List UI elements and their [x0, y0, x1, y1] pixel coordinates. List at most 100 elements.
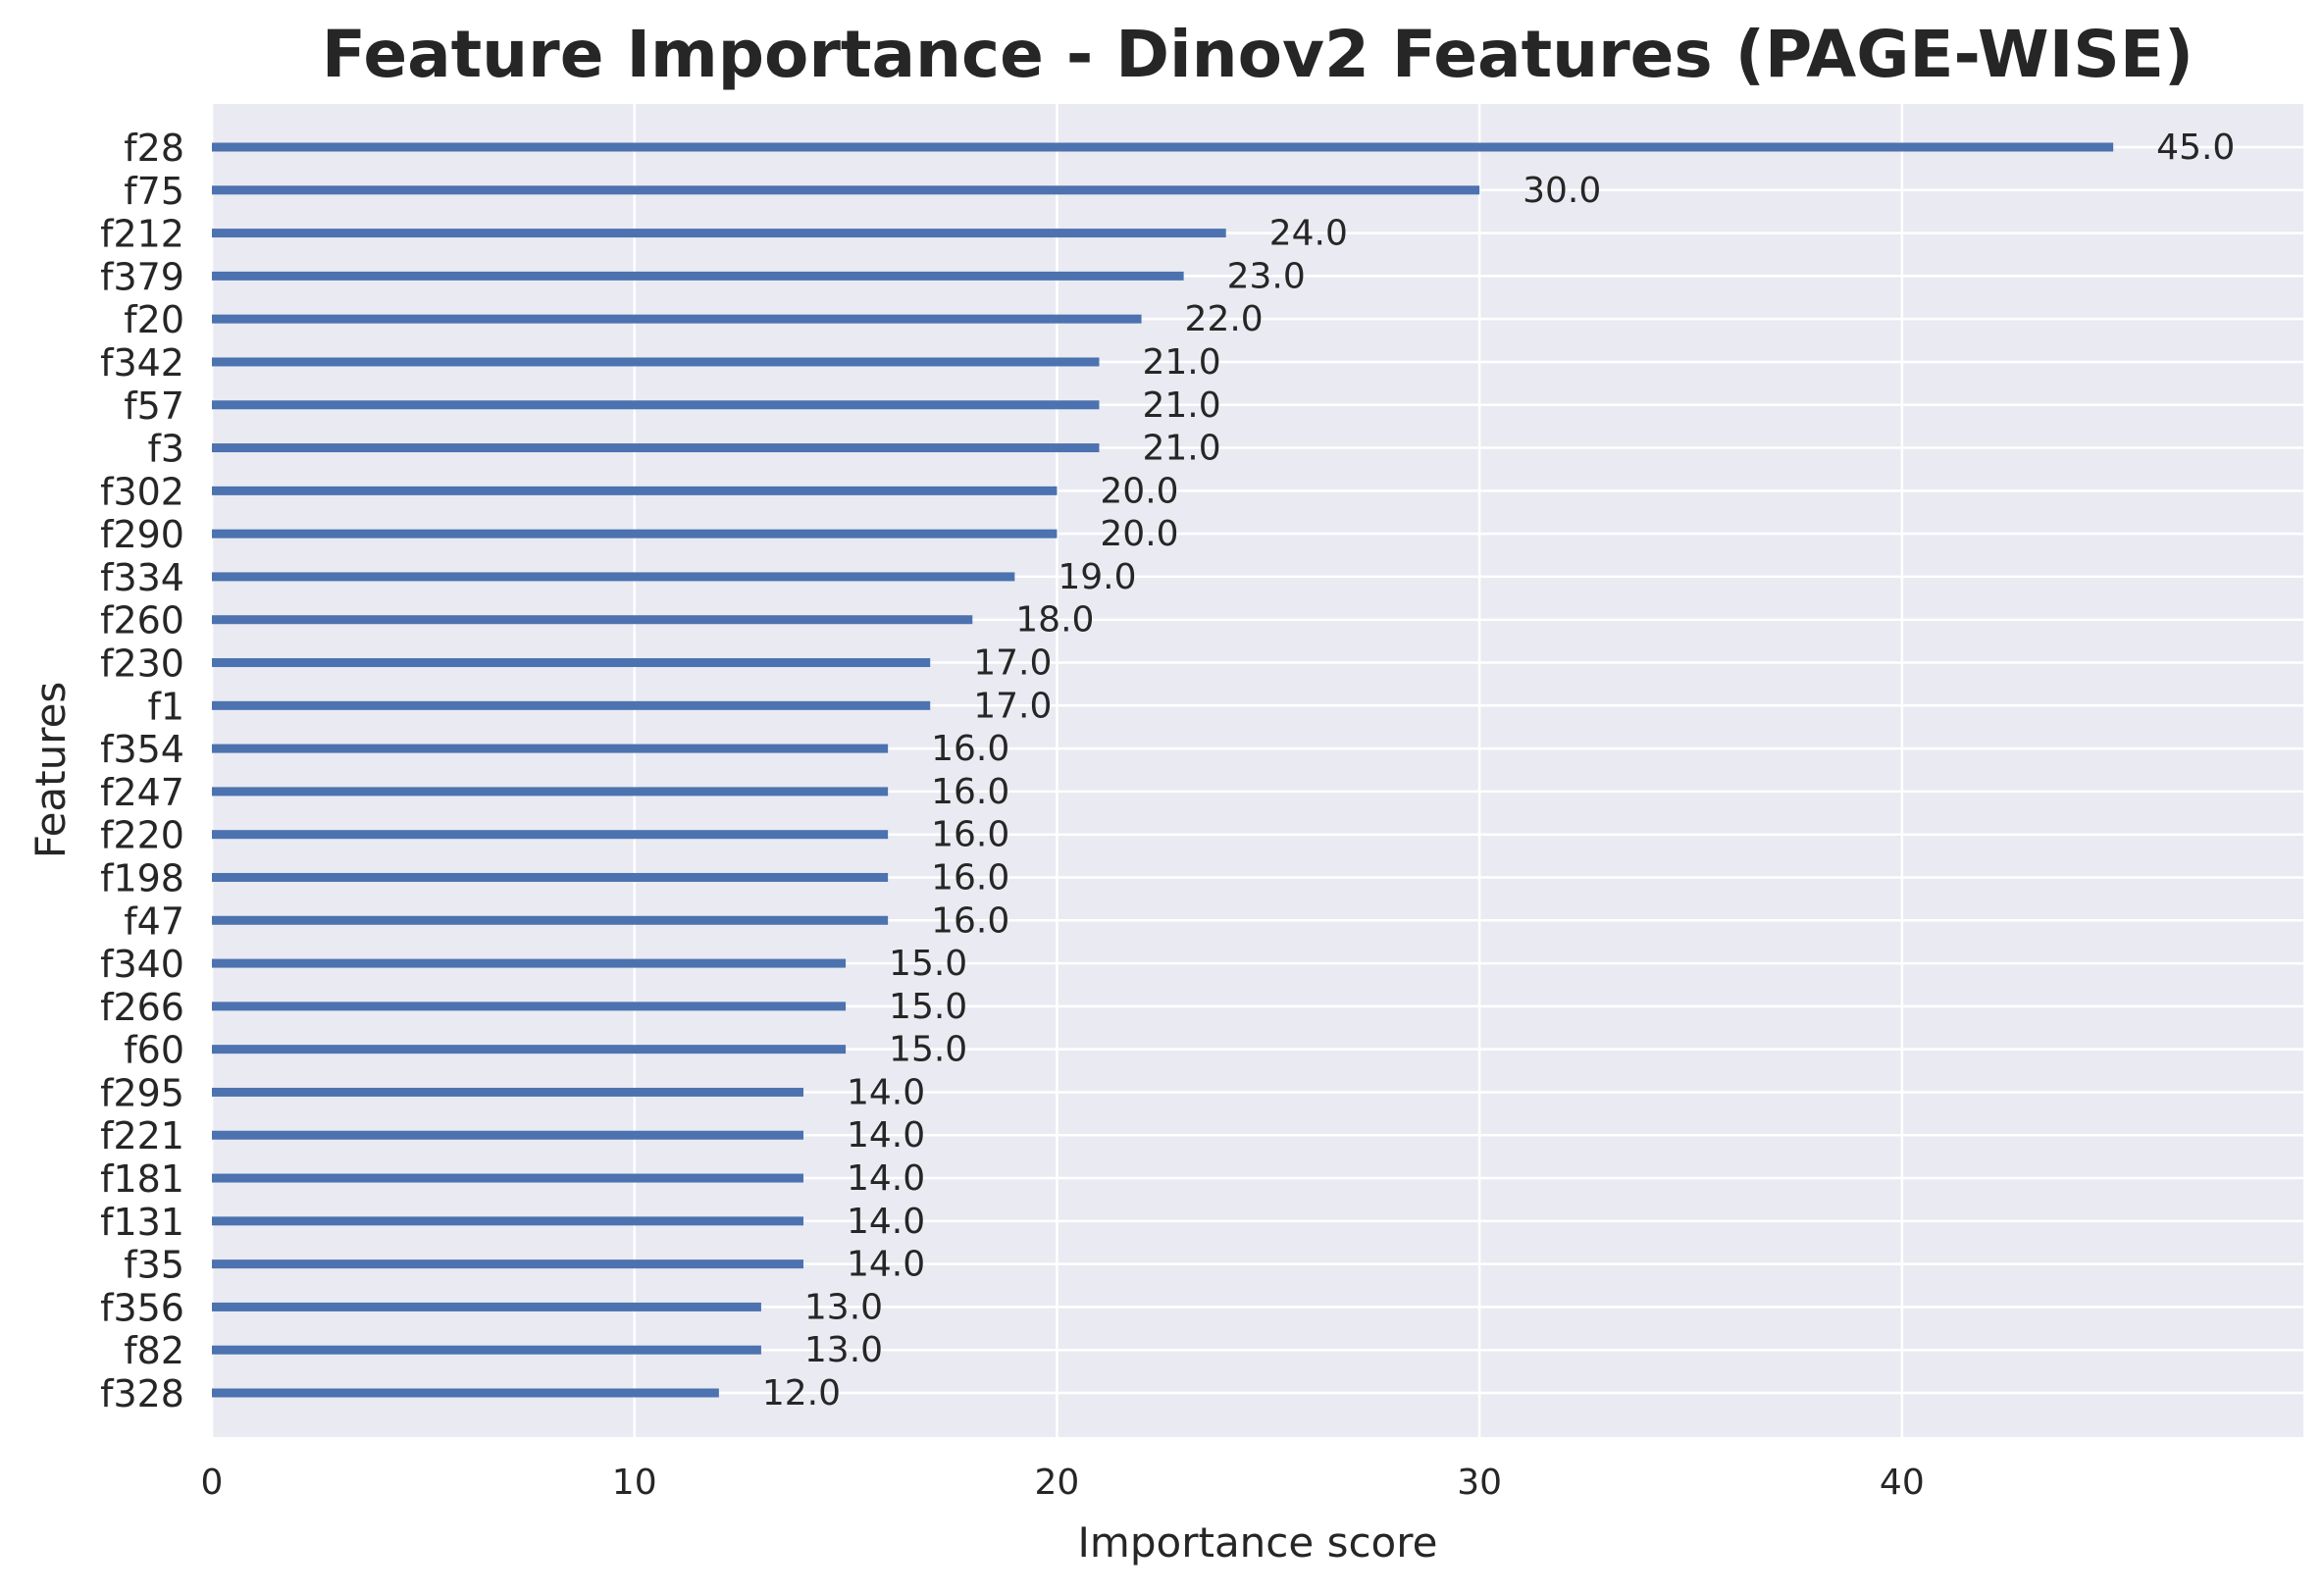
y-tick-label: f131 — [100, 1201, 184, 1244]
y-axis-label: Features — [26, 682, 75, 859]
bar — [212, 1216, 803, 1226]
bar-value-label: 16.0 — [931, 857, 1009, 898]
bar-value-label: 12.0 — [762, 1373, 841, 1413]
y-tick-label: f47 — [124, 899, 184, 943]
bar-value-label: 18.0 — [1015, 600, 1094, 641]
bar — [212, 915, 889, 925]
bar-value-label: 17.0 — [973, 643, 1052, 684]
y-tick-label: f379 — [100, 255, 184, 298]
bar — [212, 1345, 761, 1355]
bar — [212, 1130, 803, 1140]
bar-value-label: 15.0 — [889, 944, 967, 984]
y-tick-label: f230 — [100, 642, 184, 686]
y-tick-label: f295 — [100, 1071, 184, 1114]
y-tick-labels: f28f75f212f379f20f342f57f3f302f290f334f2… — [100, 127, 184, 1415]
bar-value-label: 13.0 — [804, 1287, 883, 1327]
bar-value-label: 21.0 — [1142, 385, 1220, 426]
bar-value-label: 14.0 — [847, 1115, 925, 1156]
y-tick-label: f302 — [100, 470, 184, 513]
bar — [212, 572, 1015, 582]
bar-value-label: 14.0 — [847, 1245, 925, 1285]
bar-value-label: 15.0 — [889, 1030, 967, 1070]
y-tick-label: f3 — [147, 428, 184, 471]
y-tick-label: f356 — [100, 1286, 184, 1329]
bar — [212, 744, 889, 753]
bar — [212, 1173, 803, 1183]
y-tick-label: f221 — [100, 1114, 184, 1157]
bar-value-label: 16.0 — [931, 729, 1009, 769]
y-tick-label: f75 — [124, 170, 184, 213]
x-tick-labels: 0 10 20 30 40 — [201, 1463, 1925, 1503]
bar-value-label: 21.0 — [1142, 342, 1220, 383]
bar-value-label: 24.0 — [1269, 214, 1348, 254]
y-tick-label: f260 — [100, 599, 184, 642]
bar — [212, 486, 1058, 495]
bar-value-label: 14.0 — [847, 1072, 925, 1112]
bar — [212, 357, 1100, 367]
bar — [212, 529, 1058, 539]
x-tick-label: 30 — [1457, 1463, 1502, 1503]
y-tick-label: f340 — [100, 943, 184, 986]
value-labels: 45.030.024.023.022.021.021.021.020.020.0… — [762, 128, 2235, 1413]
y-tick-label: f342 — [100, 341, 184, 385]
y-tick-label: f82 — [124, 1329, 184, 1372]
bar-value-label: 22.0 — [1185, 299, 1264, 339]
y-tick-label: f247 — [100, 771, 184, 814]
bar — [212, 185, 1480, 195]
bar — [212, 1302, 761, 1311]
y-tick-label: f35 — [124, 1244, 184, 1287]
y-tick-label: f60 — [124, 1029, 184, 1072]
y-tick-label: f334 — [100, 556, 184, 599]
bar — [212, 872, 889, 882]
bar — [212, 400, 1100, 410]
bars — [212, 142, 2114, 1398]
bar-value-label: 13.0 — [804, 1330, 883, 1370]
bar-value-label: 20.0 — [1100, 471, 1178, 511]
y-tick-label: f20 — [124, 298, 184, 341]
bar — [212, 271, 1184, 281]
bar-value-label: 15.0 — [889, 987, 967, 1027]
bar — [212, 615, 973, 625]
x-tick-label: 40 — [1880, 1463, 1925, 1503]
bar — [212, 830, 889, 840]
bar — [212, 443, 1100, 453]
bar-value-label: 30.0 — [1523, 171, 1601, 211]
bar-value-label: 21.0 — [1142, 429, 1220, 469]
y-tick-label: f220 — [100, 814, 184, 857]
bar — [212, 1388, 719, 1398]
chart-title: Feature Importance - Dinov2 Features (PA… — [322, 17, 2194, 92]
bar — [212, 958, 847, 968]
bar — [212, 229, 1226, 238]
bar-value-label: 23.0 — [1227, 256, 1306, 296]
bar-value-label: 17.0 — [973, 686, 1052, 726]
y-tick-label: f266 — [100, 986, 184, 1029]
bar — [212, 1259, 803, 1269]
y-tick-label: f28 — [124, 127, 184, 170]
y-tick-label: f57 — [124, 385, 184, 428]
y-tick-label: f212 — [100, 213, 184, 256]
bar — [212, 142, 2114, 152]
bar-value-label: 16.0 — [931, 900, 1009, 941]
y-tick-label: f290 — [100, 513, 184, 556]
bar — [212, 1045, 847, 1054]
bar-value-label: 16.0 — [931, 815, 1009, 855]
bar — [212, 787, 889, 796]
y-tick-label: f198 — [100, 856, 184, 899]
bar — [212, 1087, 803, 1097]
y-tick-label: f181 — [100, 1157, 184, 1201]
bar-value-label: 45.0 — [2156, 128, 2235, 168]
bar — [212, 314, 1142, 324]
bar-value-label: 14.0 — [847, 1202, 925, 1242]
bar — [212, 658, 931, 668]
y-tick-label: f328 — [100, 1372, 184, 1415]
bar — [212, 1002, 847, 1011]
bar — [212, 700, 931, 710]
x-tick-label: 10 — [612, 1463, 657, 1503]
bar-value-label: 20.0 — [1100, 514, 1178, 554]
x-tick-label: 0 — [201, 1463, 224, 1503]
bar-value-label: 14.0 — [847, 1158, 925, 1199]
plot-area-background — [212, 104, 2303, 1437]
x-tick-label: 20 — [1035, 1463, 1080, 1503]
bar-value-label: 16.0 — [931, 772, 1009, 812]
